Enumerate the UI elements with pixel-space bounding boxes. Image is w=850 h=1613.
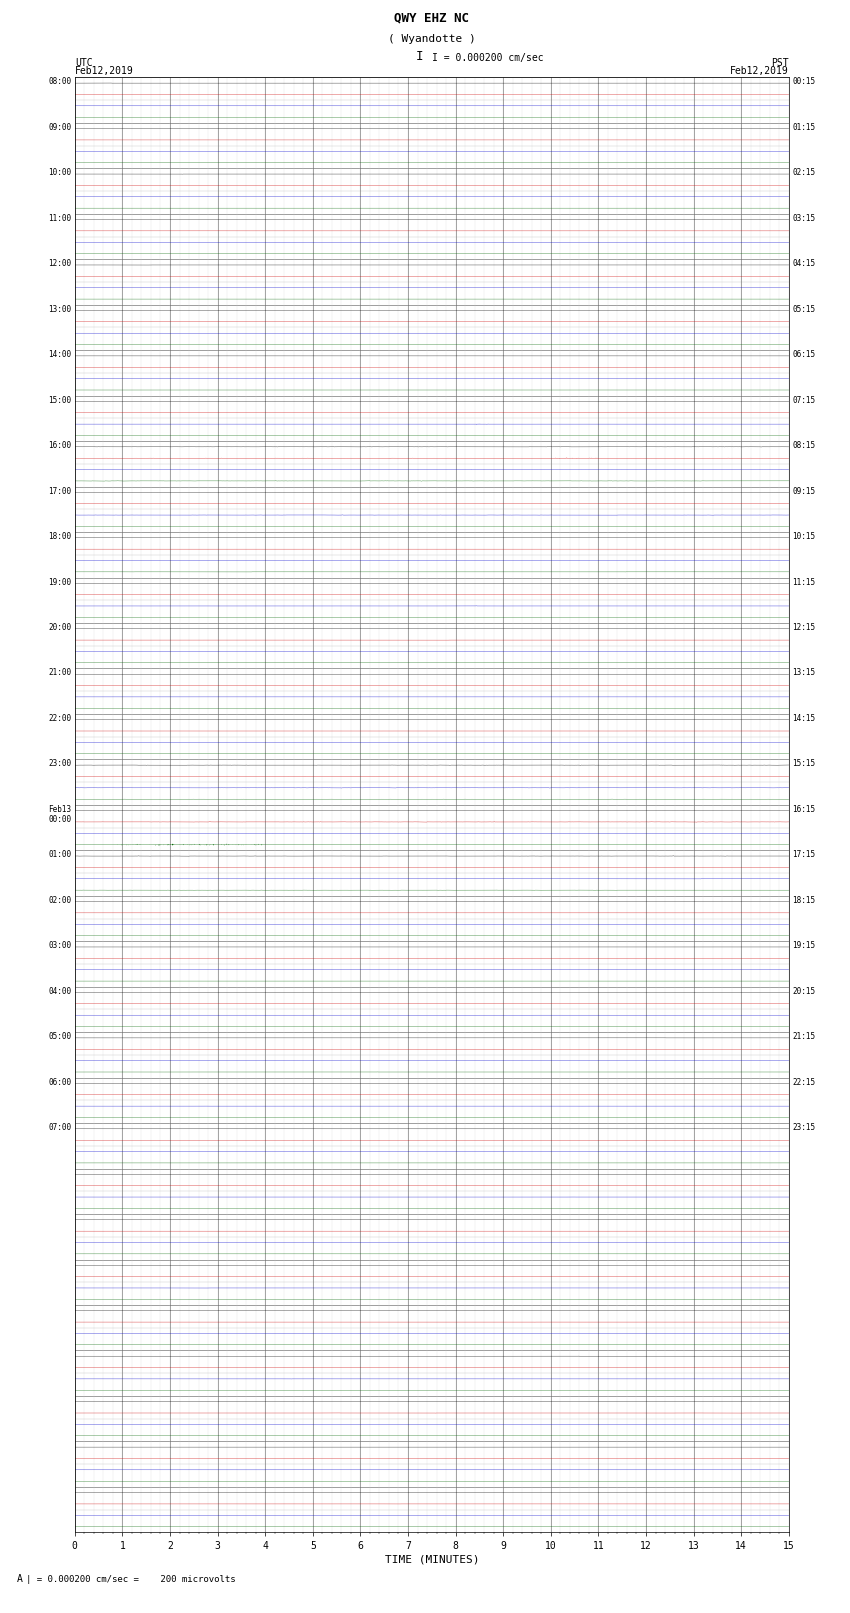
Text: 19:15: 19:15 bbox=[792, 942, 815, 950]
Text: 06:00: 06:00 bbox=[48, 1077, 71, 1087]
Text: 15:15: 15:15 bbox=[792, 760, 815, 768]
Text: Feb12,2019: Feb12,2019 bbox=[730, 66, 789, 76]
Text: 14:15: 14:15 bbox=[792, 715, 815, 723]
Text: 12:15: 12:15 bbox=[792, 623, 815, 632]
Text: ( Wyandotte ): ( Wyandotte ) bbox=[388, 34, 476, 44]
X-axis label: TIME (MINUTES): TIME (MINUTES) bbox=[384, 1555, 479, 1565]
Text: 05:00: 05:00 bbox=[48, 1032, 71, 1042]
Text: 01:15: 01:15 bbox=[792, 123, 815, 132]
Text: 23:00: 23:00 bbox=[48, 760, 71, 768]
Text: 01:00: 01:00 bbox=[48, 850, 71, 860]
Text: QWY EHZ NC: QWY EHZ NC bbox=[394, 11, 469, 24]
Text: 08:00: 08:00 bbox=[48, 77, 71, 87]
Text: 17:00: 17:00 bbox=[48, 487, 71, 495]
Text: 16:00: 16:00 bbox=[48, 440, 71, 450]
Text: 07:15: 07:15 bbox=[792, 395, 815, 405]
Text: A: A bbox=[17, 1574, 23, 1584]
Text: 20:15: 20:15 bbox=[792, 987, 815, 995]
Text: I: I bbox=[416, 50, 423, 63]
Text: 03:15: 03:15 bbox=[792, 215, 815, 223]
Text: 12:00: 12:00 bbox=[48, 260, 71, 268]
Text: Feb13
00:00: Feb13 00:00 bbox=[48, 805, 71, 824]
Text: 21:15: 21:15 bbox=[792, 1032, 815, 1042]
Text: 13:15: 13:15 bbox=[792, 668, 815, 677]
Text: Feb12,2019: Feb12,2019 bbox=[75, 66, 133, 76]
Text: UTC: UTC bbox=[75, 58, 93, 68]
Text: 15:00: 15:00 bbox=[48, 395, 71, 405]
Text: 22:00: 22:00 bbox=[48, 715, 71, 723]
Text: 02:15: 02:15 bbox=[792, 168, 815, 177]
Text: 05:15: 05:15 bbox=[792, 305, 815, 315]
Text: 10:00: 10:00 bbox=[48, 168, 71, 177]
Text: 19:00: 19:00 bbox=[48, 577, 71, 587]
Text: 11:00: 11:00 bbox=[48, 215, 71, 223]
Text: 04:00: 04:00 bbox=[48, 987, 71, 995]
Text: 09:00: 09:00 bbox=[48, 123, 71, 132]
Text: 16:15: 16:15 bbox=[792, 805, 815, 815]
Text: 02:00: 02:00 bbox=[48, 895, 71, 905]
Text: 06:15: 06:15 bbox=[792, 350, 815, 360]
Text: 20:00: 20:00 bbox=[48, 623, 71, 632]
Text: 04:15: 04:15 bbox=[792, 260, 815, 268]
Text: 22:15: 22:15 bbox=[792, 1077, 815, 1087]
Text: 13:00: 13:00 bbox=[48, 305, 71, 315]
Text: I = 0.000200 cm/sec: I = 0.000200 cm/sec bbox=[432, 53, 543, 63]
Text: 11:15: 11:15 bbox=[792, 577, 815, 587]
Text: 08:15: 08:15 bbox=[792, 440, 815, 450]
Text: PST: PST bbox=[771, 58, 789, 68]
Text: 00:15: 00:15 bbox=[792, 77, 815, 87]
Text: 09:15: 09:15 bbox=[792, 487, 815, 495]
Text: 10:15: 10:15 bbox=[792, 532, 815, 540]
Text: 17:15: 17:15 bbox=[792, 850, 815, 860]
Text: 21:00: 21:00 bbox=[48, 668, 71, 677]
Text: 03:00: 03:00 bbox=[48, 942, 71, 950]
Text: 23:15: 23:15 bbox=[792, 1123, 815, 1132]
Text: 18:00: 18:00 bbox=[48, 532, 71, 540]
Text: | = 0.000200 cm/sec =    200 microvolts: | = 0.000200 cm/sec = 200 microvolts bbox=[26, 1574, 235, 1584]
Text: 14:00: 14:00 bbox=[48, 350, 71, 360]
Text: 18:15: 18:15 bbox=[792, 895, 815, 905]
Text: 07:00: 07:00 bbox=[48, 1123, 71, 1132]
